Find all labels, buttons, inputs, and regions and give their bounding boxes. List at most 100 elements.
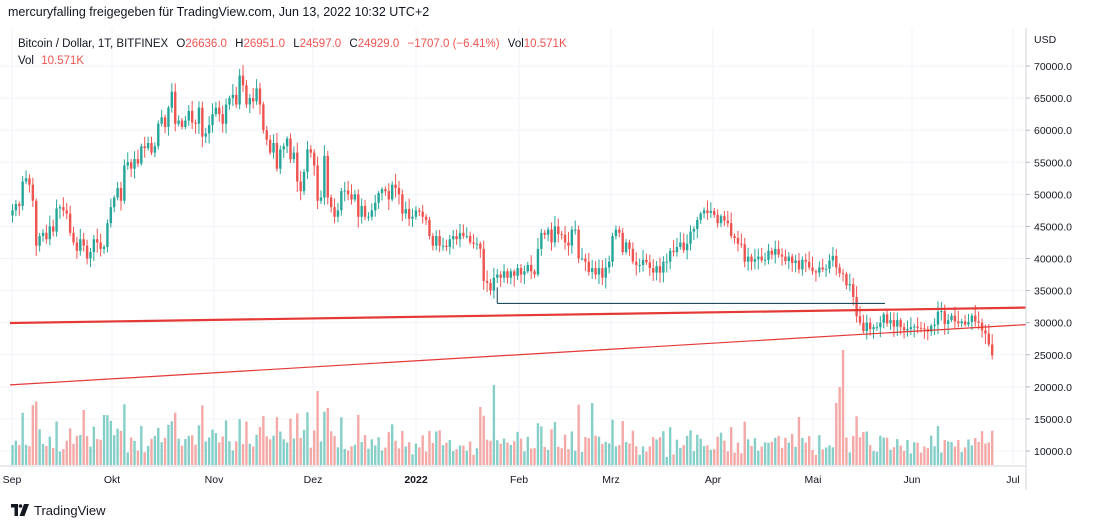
candle-body xyxy=(875,327,879,329)
volume-bar xyxy=(499,443,502,465)
candle-body xyxy=(129,162,133,169)
volume-bar xyxy=(946,441,950,465)
volume-bar xyxy=(465,450,468,465)
volume-bar xyxy=(272,435,275,465)
candle-body xyxy=(313,152,316,166)
volume-bar xyxy=(180,445,184,465)
candle-body xyxy=(123,165,126,201)
candle-body xyxy=(567,242,570,246)
volume-bar xyxy=(119,430,123,465)
candle-body xyxy=(909,327,913,330)
currency-label: USD xyxy=(1034,34,1057,46)
volume-bar xyxy=(767,442,770,465)
candle-body xyxy=(438,236,441,246)
candle-body xyxy=(28,178,31,185)
volume-bar xyxy=(692,451,696,465)
candle-body xyxy=(282,146,285,150)
candle-body xyxy=(326,155,329,198)
volume-bar xyxy=(133,440,136,465)
candle-body xyxy=(475,243,479,245)
candle-body xyxy=(550,229,553,243)
candle-body xyxy=(448,239,452,247)
candle-body xyxy=(299,181,302,192)
volume-bar xyxy=(526,436,529,465)
volume-bar xyxy=(346,450,350,465)
candle-body xyxy=(255,88,258,102)
volume-bar xyxy=(404,446,407,465)
volume-bar xyxy=(618,445,621,465)
y-tick-label: 25000.0 xyxy=(1034,350,1072,362)
volume-bar xyxy=(363,435,367,465)
open-value: 26636.0 xyxy=(185,38,227,50)
candles xyxy=(11,65,994,360)
volume-bar xyxy=(418,447,421,465)
candle-body xyxy=(452,236,455,240)
volume-bar xyxy=(831,447,835,465)
candle-body xyxy=(458,232,462,240)
candle-body xyxy=(933,324,936,326)
candle-body xyxy=(462,232,465,237)
candle-body xyxy=(987,333,991,345)
candle-body xyxy=(574,229,577,231)
tradingview-branding[interactable]: TradingView xyxy=(11,500,106,520)
candle-body xyxy=(204,133,207,137)
volume-bar xyxy=(814,454,818,465)
candle-body xyxy=(167,107,170,127)
volume-bar xyxy=(909,453,913,465)
candle-body xyxy=(367,216,370,218)
volume-bar xyxy=(387,432,390,465)
candle-body xyxy=(333,207,336,217)
volume-bar xyxy=(143,452,146,465)
volume-bar xyxy=(940,452,943,465)
volume-bar xyxy=(448,440,452,465)
x-tick-label: Dez xyxy=(304,474,323,486)
candle-body xyxy=(401,194,404,214)
candle-body xyxy=(207,125,211,134)
candle-body xyxy=(38,236,41,246)
candle-body xyxy=(729,223,733,237)
y-tick-label: 65000.0 xyxy=(1034,93,1072,105)
volume-bar xyxy=(241,443,245,465)
volume-bar xyxy=(245,421,248,465)
candle-body xyxy=(784,256,787,262)
candle-body xyxy=(62,207,65,211)
volume-value: 10.571K xyxy=(523,38,567,50)
candle-body xyxy=(879,322,882,328)
candle-body xyxy=(770,250,774,255)
gridlines xyxy=(0,28,1026,466)
volume-bar xyxy=(916,442,919,465)
volume-bar xyxy=(374,445,377,465)
candle-body xyxy=(855,297,858,317)
volume-bar xyxy=(638,454,641,465)
volume-bar xyxy=(275,417,279,465)
candle-body xyxy=(699,213,702,220)
volume-bar xyxy=(953,446,957,465)
volume-bar xyxy=(336,447,340,465)
y-tick-label: 10000.0 xyxy=(1034,446,1072,458)
volume-bar xyxy=(150,438,153,465)
candle-body xyxy=(611,236,614,262)
volume-bar xyxy=(794,446,797,465)
candle-body xyxy=(414,210,418,217)
volume-bar xyxy=(970,445,974,465)
volume-bar xyxy=(502,438,506,465)
candle-body xyxy=(218,107,221,115)
candle-body xyxy=(587,261,590,272)
candle-body xyxy=(72,232,75,243)
volume-bar xyxy=(672,454,675,465)
candle-body xyxy=(346,190,350,195)
candle-body xyxy=(696,220,699,229)
volume-bar xyxy=(509,444,513,465)
candle-body xyxy=(407,209,411,219)
volume-bar xyxy=(896,439,899,465)
volume-bar xyxy=(926,448,929,465)
volume-bar xyxy=(197,425,201,465)
volume-bar xyxy=(577,404,580,465)
volume-bar xyxy=(679,447,682,465)
volume-bar xyxy=(282,439,285,465)
volume-bar xyxy=(129,437,133,465)
volume-bar xyxy=(835,403,838,465)
volume-bar xyxy=(570,431,574,465)
